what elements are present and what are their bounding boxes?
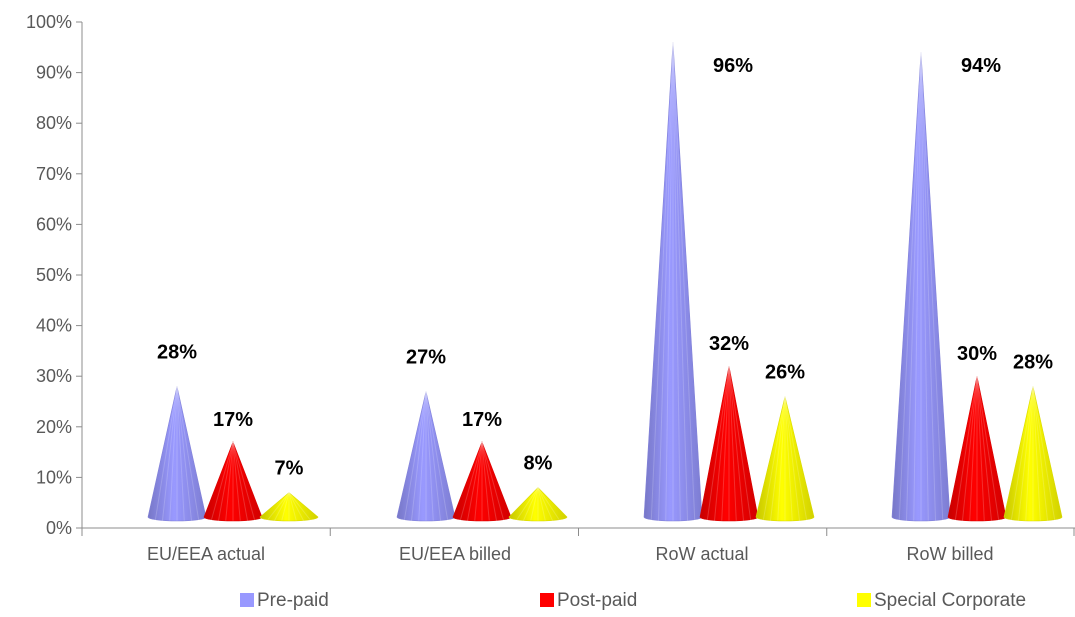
category-label-row-actual: RoW actual [655,544,748,564]
legend-label: Pre-paid [257,590,329,611]
legend-item-post-paid: Post-paid [540,590,637,611]
legend-swatch [857,593,871,607]
cone-pre-paid-eu-eea-actual [147,386,207,522]
cone-special-corporate-eu-eea-billed [508,487,568,522]
category-label-row-billed: RoW billed [906,544,993,564]
cone-post-paid-eu-eea-billed [452,441,512,522]
data-label-post-paid-row-billed: 30% [957,343,997,365]
data-label-special-corporate-eu-eea-billed: 8% [524,453,553,475]
axes [76,21,1075,536]
data-label-special-corporate-eu-eea-actual: 7% [275,458,304,480]
cone-pre-paid-row-billed [891,52,951,522]
data-label-post-paid-row-actual: 32% [709,333,749,355]
legend-item-special-corporate: Special Corporate [857,590,1026,611]
data-label-post-paid-eu-eea-billed: 17% [462,409,502,431]
data-label-pre-paid-eu-eea-actual: 28% [157,341,197,363]
y-tick-label: 30% [36,366,72,386]
cones [147,42,1063,522]
legend: Pre-paid Post-paid Special Corporate [240,590,1026,611]
y-tick-label: 70% [36,164,72,184]
cone-special-corporate-row-actual [755,396,815,522]
legend-item-pre-paid: Pre-paid [240,590,329,611]
data-label-special-corporate-row-actual: 26% [765,361,805,383]
y-tick-labels: 0% 10% 20% 30% 40% 50% 60% 70% 80% 90% 100% [26,12,72,538]
data-labels: 28% 27% 96% 94% 17% 17% 32% 30% 7% 8% 26% 28% [157,55,1053,480]
y-tick-label: 40% [36,316,72,336]
legend-label: Special Corporate [874,590,1026,611]
y-tick-label: 0% [46,518,72,538]
y-tick-label: 100% [26,12,72,32]
cone-post-paid-eu-eea-actual [203,441,263,522]
data-label-pre-paid-row-actual: 96% [713,55,753,77]
data-label-pre-paid-row-billed: 94% [961,55,1001,77]
category-labels: EU/EEA actual EU/EEA billed RoW actual RoW … [147,544,994,564]
legend-swatch [240,593,254,607]
data-label-pre-paid-eu-eea-billed: 27% [406,346,446,368]
legend-label: Post-paid [557,590,637,611]
cone-special-corporate-eu-eea-actual [259,492,319,522]
legend-swatch [540,593,554,607]
cone-pre-paid-row-actual [643,42,703,522]
cone-pre-paid-eu-eea-billed [396,391,456,522]
y-tick-label: 10% [36,467,72,487]
category-label-eu-eea-billed: EU/EEA billed [399,544,511,564]
data-label-post-paid-eu-eea-actual: 17% [213,409,253,431]
cone-post-paid-row-actual [699,366,759,522]
data-label-special-corporate-row-billed: 28% [1013,351,1053,373]
y-tick-label: 60% [36,214,72,234]
y-tick-label: 50% [36,265,72,285]
cone-post-paid-row-billed [947,376,1007,522]
category-label-eu-eea-actual: EU/EEA actual [147,544,265,564]
cone-special-corporate-row-billed [1003,386,1063,522]
y-tick-label: 80% [36,113,72,133]
y-tick-label: 20% [36,417,72,437]
y-tick-label: 90% [36,63,72,83]
